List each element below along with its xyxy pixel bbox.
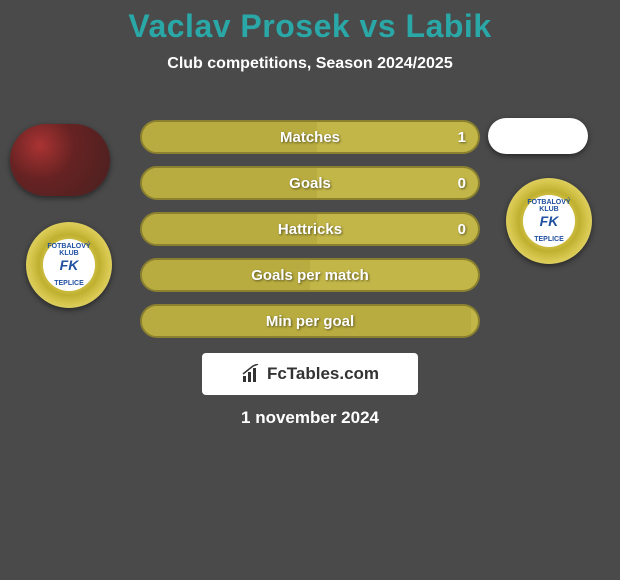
club-badge-inner: FOTBALOVÝ KLUB FK TEPLICE (523, 195, 575, 247)
stat-label: Min per goal (266, 313, 354, 330)
stat-bar-matches: Matches 1 (140, 120, 480, 154)
bar-chart-icon (241, 364, 261, 384)
stat-label: Matches (280, 129, 340, 146)
stat-bar-goals: Goals 0 (140, 166, 480, 200)
club-badge-right: FOTBALOVÝ KLUB FK TEPLICE (506, 178, 592, 264)
badge-ring-bottom: TEPLICE (523, 236, 575, 243)
stat-value: 1 (458, 129, 466, 146)
badge-fk-text: FK (540, 213, 559, 229)
player-avatar-left (10, 124, 110, 196)
badge-ring-bottom: TEPLICE (43, 280, 95, 287)
stat-bar-min-per-goal: Min per goal (140, 304, 480, 338)
stat-label: Hattricks (278, 221, 342, 238)
stat-bar-hattricks: Hattricks 0 (140, 212, 480, 246)
club-badge-inner: FOTBALOVÝ KLUB FK TEPLICE (43, 239, 95, 291)
date-text: 1 november 2024 (0, 408, 620, 428)
stats-container: Matches 1 Goals 0 Hattricks 0 Goals per … (140, 120, 480, 350)
logo-text: FcTables.com (267, 364, 379, 384)
stat-value: 0 (458, 175, 466, 192)
subtitle: Club competitions, Season 2024/2025 (0, 55, 620, 73)
badge-ring-top: FOTBALOVÝ KLUB (523, 199, 575, 213)
stat-label: Goals per match (251, 267, 369, 284)
fctables-logo-box: FcTables.com (202, 353, 418, 395)
page-title: Vaclav Prosek vs Labik (0, 0, 620, 45)
club-badge-left: FOTBALOVÝ KLUB FK TEPLICE (26, 222, 112, 308)
badge-fk-text: FK (60, 257, 79, 273)
player-avatar-right (488, 118, 588, 154)
stat-label: Goals (289, 175, 331, 192)
stat-bar-goals-per-match: Goals per match (140, 258, 480, 292)
stat-value: 0 (458, 221, 466, 238)
badge-ring-top: FOTBALOVÝ KLUB (43, 243, 95, 257)
